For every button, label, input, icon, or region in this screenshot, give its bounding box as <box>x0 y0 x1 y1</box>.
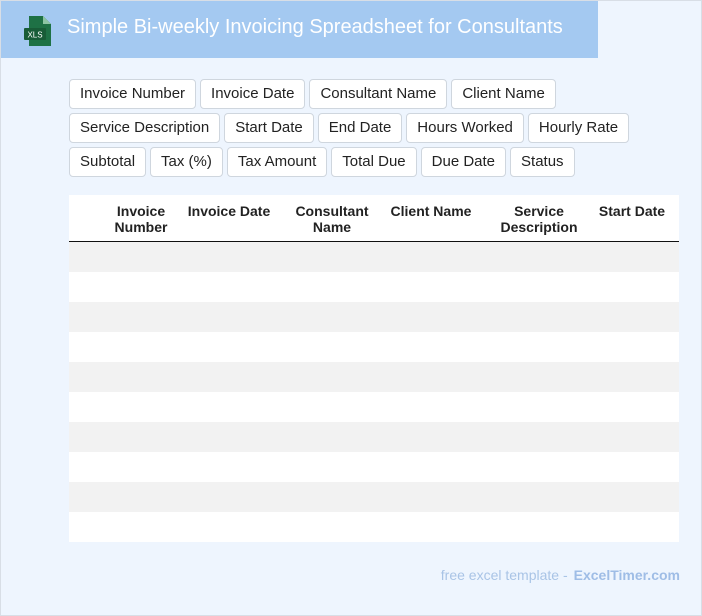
title: Simple Bi-weekly Invoicing Spreadsheet f… <box>67 16 563 38</box>
table-row <box>69 482 679 512</box>
table-row <box>69 392 679 422</box>
footer: free excel template - ExcelTimer.com <box>441 567 680 583</box>
field-tag: Invoice Number <box>69 79 197 109</box>
table-row <box>69 242 679 272</box>
field-tag: Start Date <box>224 113 314 143</box>
table-header: Invoice Number Invoice Date Consultant Nam… <box>69 195 679 242</box>
column-header: Service Description <box>500 203 578 235</box>
table-row <box>69 302 679 332</box>
field-tag: Tax (%) <box>150 147 223 177</box>
field-tag: Status <box>510 147 575 177</box>
field-tag: Hours Worked <box>406 113 524 143</box>
table-body <box>69 242 679 542</box>
table-row <box>69 332 679 362</box>
table: Invoice Number Invoice Date Consultant Nam… <box>69 195 679 542</box>
column-header: Invoice Date <box>187 203 271 219</box>
field-tag: Invoice Date <box>200 79 306 109</box>
table-row <box>69 452 679 482</box>
column-header: Start Date <box>598 203 666 219</box>
field-tag: Subtotal <box>69 147 147 177</box>
svg-text:XLS: XLS <box>27 31 42 40</box>
field-tag: Due Date <box>420 147 507 177</box>
footer-text: free excel template - <box>440 567 568 583</box>
header-bar: XLS Simple Bi-weekly Invoicing Spreadshe… <box>1 1 598 58</box>
field-tag: Tax Amount <box>226 147 328 177</box>
column-header: Consultant Name <box>295 203 369 235</box>
table-row <box>69 362 679 392</box>
field-tag: Client Name <box>451 79 556 109</box>
table-row <box>69 422 679 452</box>
field-tag: End Date <box>317 113 403 143</box>
field-tag: Hourly Rate <box>527 113 630 143</box>
column-header: Client Name <box>390 203 472 219</box>
table-row <box>69 272 679 302</box>
xls-icon: XLS <box>24 16 51 46</box>
footer-site: ExcelTimer.com <box>573 567 680 583</box>
field-tag: Service Description <box>69 113 221 143</box>
field-tag: Consultant Name <box>309 79 448 109</box>
field-tag: Total Due <box>331 147 417 177</box>
table-row <box>69 512 679 542</box>
column-header: Invoice Number <box>114 203 168 235</box>
field-tags: Invoice Number Invoice Date Consultant Nam… <box>69 79 699 177</box>
